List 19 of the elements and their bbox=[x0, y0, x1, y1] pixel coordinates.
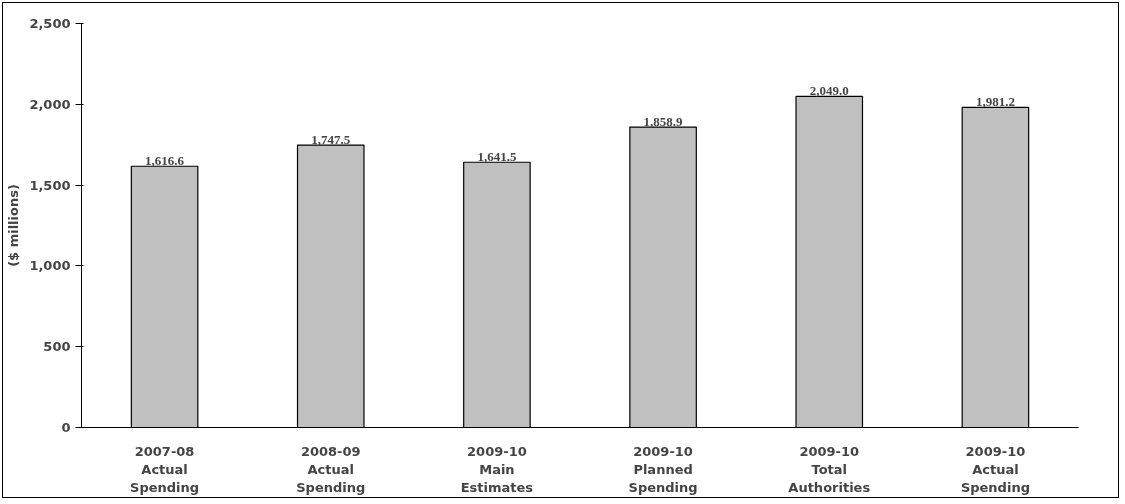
x-tick-label: 2009-10 Main Estimates bbox=[460, 443, 534, 495]
x-tick-label: 2008-09 Actual Spending bbox=[296, 443, 366, 495]
x-tick-label: 2009-10 Planned Spending bbox=[628, 443, 698, 495]
y-axis-title: ($ millions) bbox=[6, 184, 22, 267]
data-label: 1,641.5 bbox=[477, 149, 517, 165]
x-tick-label: 2009-10 Total Authorities bbox=[788, 443, 871, 495]
y-tick-label: 2,000 bbox=[29, 96, 71, 112]
data-label: 1,747.5 bbox=[311, 132, 351, 148]
y-tick-label: 1,500 bbox=[29, 177, 71, 193]
data-label: 1,858.9 bbox=[643, 114, 684, 130]
y-tick-label: 1,000 bbox=[29, 258, 71, 274]
data-label: 1,981.2 bbox=[975, 94, 1015, 110]
y-tick-label: 500 bbox=[43, 339, 71, 355]
y-tick-label: 2,500 bbox=[29, 16, 71, 31]
x-tick-label: 2009-10 Actual Spending bbox=[960, 443, 1030, 495]
x-tick-label: 2007-08 Actual Spending bbox=[130, 443, 200, 495]
data-label: 1,616.6 bbox=[145, 153, 185, 169]
y-tick-label: 0 bbox=[61, 420, 71, 435]
data-label: 2,049.0 bbox=[809, 83, 849, 99]
